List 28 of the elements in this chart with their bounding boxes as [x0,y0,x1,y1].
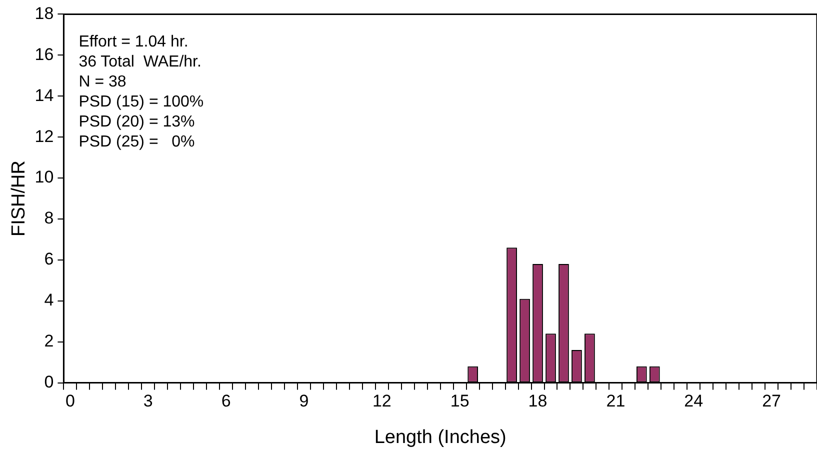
x-tick-label: 0 [65,392,75,411]
annotation: Effort = 1.04 hr. [78,34,188,51]
y-tick-label: 12 [34,126,54,146]
x-tick-label: 27 [762,392,782,411]
y-tick-label: 8 [44,208,54,228]
y-tick-label: 4 [44,290,54,310]
x-tick-label: 24 [684,392,704,411]
y-tick-label: 14 [34,86,54,105]
x-tick-label: 21 [606,392,626,411]
x-tick-label: 15 [450,392,470,411]
annotation: PSD (25) = 0% [78,134,195,151]
y-tick-label: 0 [44,372,54,392]
y-tick-label: 16 [34,44,54,64]
annotation: 36 Total WAE/hr. [78,54,202,71]
x-tick-label: 18 [528,392,548,411]
y-tick-label: 2 [44,332,54,351]
annotation: PSD (20) = 13% [78,114,195,131]
annotation: PSD (15) = 100% [78,94,204,111]
y-tick-label: 18 [34,4,54,23]
annotation: N = 38 [78,74,126,91]
y-tick-label: 10 [34,168,54,187]
x-tick-label: 12 [372,392,392,411]
x-tick-label: 6 [221,392,231,411]
x-axis-title: Length (Inches) [374,426,506,448]
x-tick-label: 9 [299,392,309,411]
x-tick-label: 3 [143,392,153,411]
y-axis-title: FISH/HR [8,160,30,236]
y-tick-label: 6 [44,250,54,269]
